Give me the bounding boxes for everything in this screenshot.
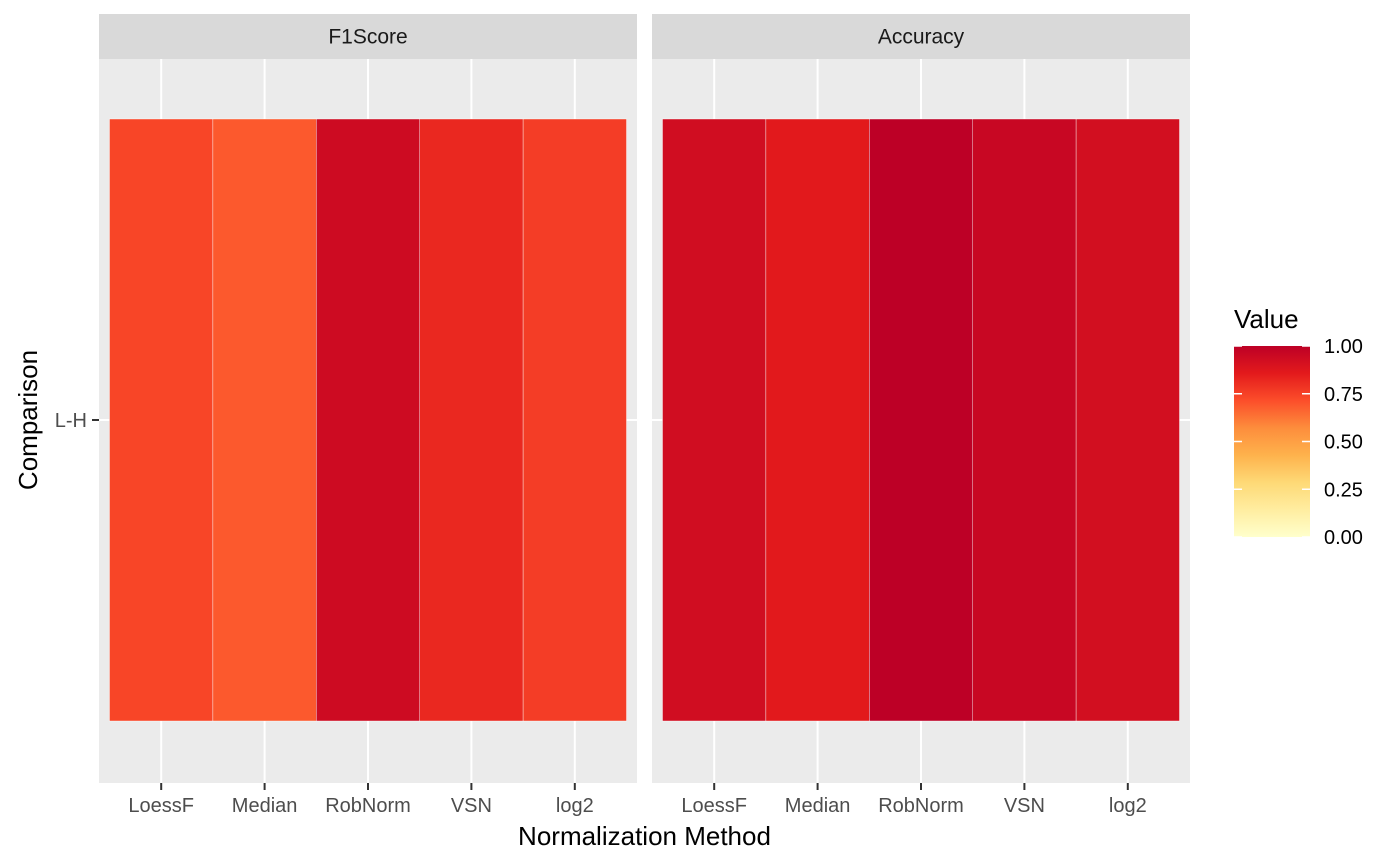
legend-tick-label: 0.75 bbox=[1324, 384, 1363, 406]
heatmap-tile-loessf bbox=[662, 118, 767, 722]
heatmap-tile-vsn bbox=[419, 118, 524, 722]
heatmap-tile-robnorm bbox=[316, 118, 420, 722]
legend-tick-label: 0.00 bbox=[1324, 527, 1363, 549]
legend-colorbar bbox=[1234, 346, 1310, 537]
x-tick-label: LoessF bbox=[681, 795, 747, 817]
facet-title: Accuracy bbox=[878, 26, 965, 49]
facet-title: F1Score bbox=[328, 26, 407, 49]
x-axis-title: Normalization Method bbox=[518, 821, 771, 851]
y-tick-label: L-H bbox=[55, 410, 87, 432]
heatmap-tile-log2 bbox=[1075, 118, 1180, 722]
x-tick-label: Median bbox=[785, 795, 851, 817]
x-tick-label: log2 bbox=[1109, 795, 1147, 817]
heatmap-tile-robnorm bbox=[869, 118, 973, 722]
legend-tick-label: 1.00 bbox=[1324, 336, 1363, 358]
facet-strip bbox=[652, 14, 1190, 59]
facet-panel-0: F1Score LoessF Median RobNorm VSN log2 bbox=[99, 14, 637, 817]
legend-tick-label: 0.50 bbox=[1324, 432, 1363, 454]
heatmap-tile-loessf bbox=[109, 118, 214, 722]
y-axis-title: Comparison bbox=[13, 350, 43, 490]
x-tick-label: Median bbox=[232, 795, 298, 817]
x-tick-label: VSN bbox=[1004, 795, 1045, 817]
legend-tick-label: 0.25 bbox=[1324, 479, 1363, 501]
legend-title: Value bbox=[1234, 304, 1299, 334]
heatmap-tile-log2 bbox=[522, 118, 627, 722]
x-tick-label: LoessF bbox=[128, 795, 194, 817]
facet-panel-1: Accuracy LoessF Median RobNorm VSN log2 bbox=[652, 14, 1190, 817]
x-tick-label: RobNorm bbox=[878, 795, 964, 817]
facet-strip bbox=[99, 14, 637, 59]
heatmap-tile-median bbox=[765, 118, 870, 722]
x-tick-label: log2 bbox=[556, 795, 594, 817]
x-tick-label: RobNorm bbox=[325, 795, 411, 817]
heatmap-tile-median bbox=[212, 118, 317, 722]
x-tick-label: VSN bbox=[451, 795, 492, 817]
heatmap-tile-vsn bbox=[972, 118, 1077, 722]
